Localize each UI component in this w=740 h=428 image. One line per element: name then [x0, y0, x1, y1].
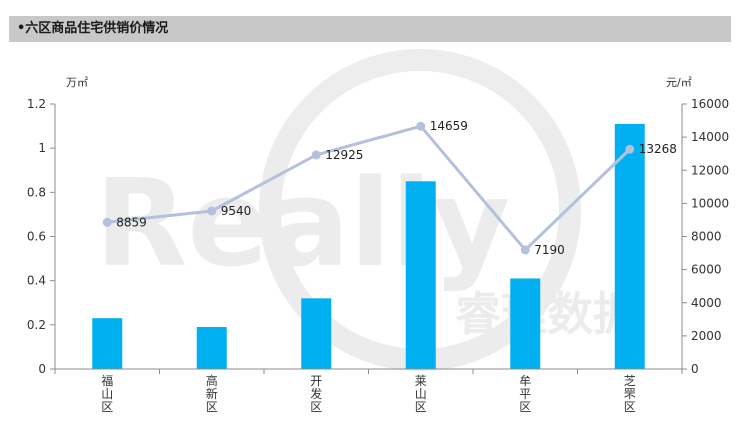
data-label: 12925	[325, 148, 363, 162]
data-label: 13268	[639, 142, 677, 156]
category-label: 开发区	[310, 374, 322, 414]
left-tick-label: 0.6	[27, 230, 46, 244]
category-label: 芝罘区	[624, 373, 636, 414]
left-axis: 0 0.2 0.4 0.6 0.8 1 1.2	[27, 97, 56, 376]
bar	[614, 123, 645, 369]
line-point	[102, 217, 112, 227]
line-point	[311, 150, 321, 160]
right-axis-unit: 元/㎡	[666, 76, 692, 89]
category-label: 牟平区	[519, 373, 531, 414]
watermark: Really 睿理数据	[95, 49, 639, 371]
left-tick-label: 0.2	[27, 318, 46, 332]
line-point	[416, 121, 426, 131]
right-tick-label: 10000	[691, 196, 729, 210]
left-tick-label: 1	[38, 141, 46, 155]
right-tick-label: 2000	[691, 329, 722, 343]
data-label: 9540	[221, 204, 252, 218]
data-label: 8859	[116, 215, 147, 229]
right-tick-label: 14000	[691, 130, 729, 144]
line-series: 8859 9540 12925 14659 7190 13268	[102, 119, 677, 257]
bar	[196, 327, 227, 369]
right-tick-label: 0	[691, 362, 699, 376]
chart-title: •六区商品住宅供销价情况	[17, 21, 169, 36]
data-label: 14659	[430, 119, 468, 133]
watermark-brand-cn: 睿理数据	[455, 287, 639, 341]
left-tick-label: 0.4	[27, 274, 46, 288]
bar	[405, 181, 436, 369]
bar-series	[92, 123, 645, 369]
bar	[301, 298, 332, 369]
right-tick-label: 12000	[691, 163, 729, 177]
right-tick-label: 16000	[691, 97, 729, 111]
left-axis-unit: 万㎡	[66, 76, 88, 89]
title-bar: •六区商品住宅供销价情况	[9, 16, 731, 42]
line-point	[207, 206, 217, 216]
watermark-brand: Really	[95, 155, 510, 294]
category-label: 莱山区	[415, 374, 427, 414]
category-label: 福山区	[101, 373, 113, 414]
bar	[510, 278, 541, 369]
price-line	[107, 124, 631, 252]
line-point	[625, 144, 635, 154]
right-tick-label: 4000	[691, 296, 722, 310]
bar	[92, 318, 123, 369]
category-label: 高新区	[206, 373, 218, 414]
right-axis: 0 2000 4000 6000 8000 10000 12000 14000 16000	[681, 97, 729, 376]
left-tick-label: 0	[38, 362, 46, 376]
right-tick-label: 8000	[691, 230, 722, 244]
right-tick-label: 6000	[691, 263, 722, 277]
data-label: 7190	[534, 243, 565, 257]
left-tick-label: 1.2	[27, 97, 46, 111]
x-axis: 福山区 高新区 开发区 莱山区 牟平区 芝罘区	[54, 368, 683, 414]
line-point	[520, 245, 530, 255]
left-tick-label: 0.8	[27, 185, 46, 199]
